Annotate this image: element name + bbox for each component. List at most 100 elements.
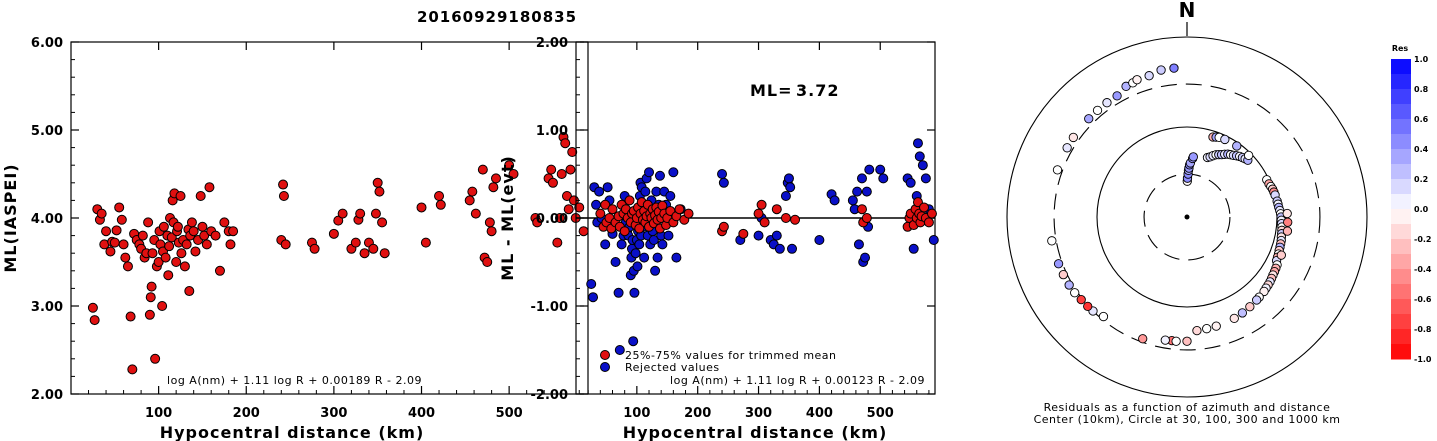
- x-tick-label: 400: [806, 406, 833, 421]
- station-point: [278, 191, 289, 201]
- ring-300km: [1053, 83, 1321, 351]
- colorbar-cell: [1391, 284, 1411, 300]
- station-residual-point: [1202, 324, 1212, 334]
- colorbar-labels: 1.0 0.8 0.6 0.4 0.2 0.0 -0.2 -0.4 -0.6 -0.8 -1.0: [1414, 55, 1432, 364]
- residual-colorbar: Res 1.0 0.8 0.6 0.4 0.2 0.0 -0.2 -0.4 -0.6 -0.8 -1…: [1391, 44, 1432, 364]
- station-point: [175, 191, 186, 201]
- x-tick-label: 200: [684, 406, 711, 421]
- station-residual-point: [1169, 63, 1179, 73]
- station-point: [109, 237, 120, 248]
- station-point: [567, 147, 578, 157]
- station-point: [89, 315, 100, 326]
- station-residual-point: [1047, 236, 1057, 246]
- y-tick-label: 3.00: [31, 300, 63, 315]
- rejected-point: [591, 199, 602, 210]
- station-residual-point: [1138, 334, 1148, 344]
- rejected-point: [852, 186, 863, 197]
- station-residual-point: [1237, 308, 1248, 318]
- station-point: [574, 202, 585, 213]
- station-point: [372, 177, 383, 188]
- station-residual-point: [1098, 311, 1109, 322]
- rejected-point: [861, 186, 872, 197]
- station-point: [158, 221, 169, 232]
- rejected-point: [588, 292, 599, 303]
- station-residual-point: [1084, 114, 1094, 124]
- colorbar-cell: [1391, 209, 1411, 225]
- station-point: [120, 252, 131, 263]
- used-point: [856, 204, 867, 215]
- rejected-point: [917, 160, 928, 171]
- colorbar-cell: [1391, 134, 1411, 150]
- station-point: [153, 257, 164, 267]
- station-point: [377, 217, 388, 228]
- colorbar-tick-label: -0.2: [1414, 235, 1432, 244]
- station-point: [563, 204, 574, 215]
- x-tick-label: 200: [233, 406, 260, 421]
- y-tick-label: 0.00: [536, 212, 568, 227]
- data-points: [586, 138, 939, 355]
- station-point: [552, 237, 563, 248]
- figure-title: 20160929180835: [417, 8, 577, 26]
- rejected-point: [847, 195, 858, 206]
- rejected-point: [908, 243, 919, 254]
- epicenter-marker: [1184, 214, 1190, 220]
- colorbar-title: Res: [1392, 44, 1409, 53]
- station-point: [370, 208, 381, 219]
- rejected-point: [864, 164, 875, 175]
- station-residual-point: [1064, 280, 1074, 290]
- used-point: [738, 228, 749, 239]
- station-residual-point: [1276, 250, 1286, 260]
- north-label: N: [1179, 0, 1196, 22]
- magnitude-formula: log A(nm) + 1.11 log R + 0.00189 R - 2.0…: [167, 374, 422, 387]
- station-residual-point: [1058, 270, 1069, 280]
- rejected-point: [616, 239, 627, 250]
- used-point: [595, 208, 606, 219]
- rejected-point: [771, 230, 782, 241]
- colorbar-tick-label: 0.8: [1414, 85, 1429, 94]
- station-point: [111, 225, 122, 236]
- station-point: [482, 257, 493, 267]
- rejected-point: [853, 239, 864, 250]
- y-tick-label: 4.00: [31, 212, 63, 227]
- used-point: [607, 204, 618, 215]
- rejected-point: [610, 257, 621, 267]
- station-point: [355, 208, 366, 219]
- used-point: [674, 204, 685, 215]
- station-point: [150, 353, 161, 364]
- ring-1000km: [1006, 36, 1368, 398]
- y-axis-label: ML(IASPEI): [1, 163, 20, 272]
- rejected-point: [614, 345, 625, 355]
- station-point: [547, 177, 558, 188]
- station-point: [163, 270, 174, 281]
- rejected-point: [628, 336, 639, 347]
- station-residual-point: [1243, 150, 1254, 161]
- used-point: [771, 204, 782, 215]
- station-point: [504, 160, 515, 171]
- station-point: [359, 248, 370, 259]
- station-residual-point: [1171, 336, 1181, 346]
- station-point: [87, 302, 98, 313]
- station-residual-point: [1102, 98, 1112, 108]
- x-tick-label: 400: [408, 406, 435, 421]
- station-point: [490, 173, 501, 184]
- y-tick-label: 6.00: [31, 36, 63, 51]
- colorbar-tick-label: -0.8: [1414, 325, 1432, 334]
- station-point: [484, 217, 495, 228]
- station-point: [116, 214, 127, 225]
- station-point: [114, 202, 125, 213]
- station-point: [219, 217, 230, 228]
- station-point: [204, 182, 215, 193]
- colorbar-cell: [1391, 119, 1411, 135]
- colorbar-cell: [1391, 314, 1411, 330]
- colorbar-cell: [1391, 329, 1411, 345]
- station-point: [488, 182, 499, 193]
- y-tick-label: 1.00: [536, 124, 568, 139]
- used-point: [790, 214, 801, 225]
- magnitude-formula: log A(nm) + 1.11 log R + 0.00123 R - 2.0…: [670, 374, 925, 387]
- colorbar-tick-label: 0.0: [1414, 205, 1429, 214]
- colorbar-tick-label: 0.2: [1414, 175, 1428, 184]
- station-residual-point: [1112, 91, 1122, 101]
- colorbar-tick-label: 0.6: [1414, 115, 1429, 124]
- rejected-point: [639, 252, 650, 263]
- station-point: [118, 239, 129, 250]
